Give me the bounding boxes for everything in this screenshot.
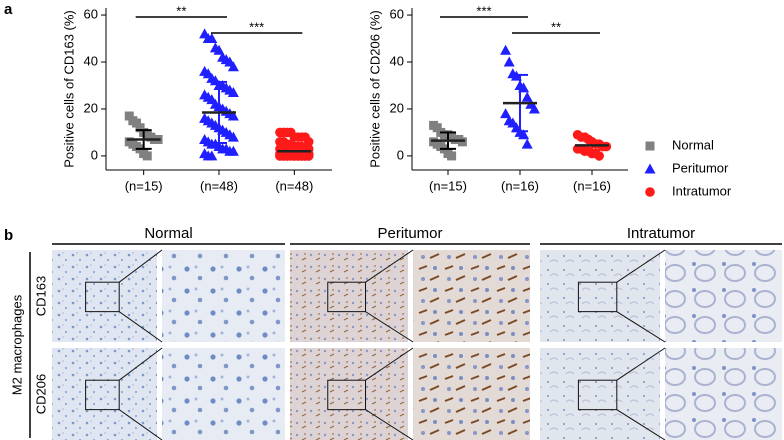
data-point (213, 44, 225, 55)
x-tick-label: (n=48) (200, 178, 238, 193)
zoom-line (118, 249, 163, 283)
y-tick-label: 60 (390, 6, 404, 21)
micrograph-zoom (665, 250, 782, 342)
data-point (206, 33, 218, 44)
data-point (131, 118, 141, 128)
data-point (303, 151, 314, 161)
legend-marker (644, 163, 656, 174)
zoom-line (616, 409, 666, 440)
legend-marker (645, 187, 655, 197)
micrograph-zoom (413, 348, 530, 440)
x-tick-label: (n=16) (573, 178, 611, 193)
micrograph-zoom (665, 348, 782, 440)
zoom-line (365, 249, 414, 283)
zoom-line (365, 409, 414, 440)
row-group-label: M2 macrophages (9, 294, 24, 395)
y-tick-label: 0 (91, 147, 98, 162)
significance-label: *** (249, 19, 264, 34)
y-axis-label: Positive cells of CD163 (%) (61, 10, 76, 168)
significance-label: *** (476, 3, 491, 18)
data-point (518, 129, 530, 140)
x-tick-label: (n=15) (125, 178, 163, 193)
data-point (500, 44, 512, 55)
y-axis-label: Positive cells of CD206 (%) (367, 10, 382, 168)
data-point (227, 110, 239, 121)
micrograph (290, 250, 408, 342)
data-point (432, 123, 442, 133)
column-header: Normal (144, 225, 192, 242)
zoom-line (365, 311, 414, 343)
zoom-line (365, 347, 414, 381)
data-point (521, 91, 533, 102)
micrograph (540, 348, 660, 440)
data-point (142, 151, 152, 161)
legend-marker (645, 141, 655, 151)
legend-label: Peritumor (672, 160, 729, 175)
data-point (500, 108, 512, 119)
row-label: CD163 (33, 276, 48, 316)
y-tick-label: 0 (397, 147, 404, 162)
histology: Normal Peritumor Intratumor CD163 CD206 M2 ma… (9, 225, 782, 440)
data-point (124, 111, 134, 121)
x-tick-label: (n=16) (501, 178, 539, 193)
micrograph (290, 348, 408, 440)
panel-label: b (4, 227, 13, 244)
significance-label: ** (551, 19, 561, 34)
data-point (521, 138, 533, 149)
micrograph (540, 250, 660, 342)
row-label: CD206 (33, 374, 48, 414)
zoom-box (85, 379, 120, 411)
column-header: Intratumor (627, 225, 695, 242)
zoom-line (616, 249, 666, 283)
zoom-line (118, 409, 163, 440)
data-point (227, 61, 239, 72)
data-point (528, 103, 540, 114)
column-header: Peritumor (377, 225, 442, 242)
x-tick-label: (n=15) (429, 178, 467, 193)
micrograph (52, 348, 157, 440)
data-point (594, 151, 604, 161)
micrograph-zoom (413, 250, 530, 342)
micrograph-zoom (162, 348, 285, 440)
significance-label: ** (176, 3, 186, 18)
micrograph (52, 250, 157, 342)
data-point (206, 150, 218, 161)
micrograph-zoom (162, 250, 285, 342)
y-tick-label: 40 (390, 53, 404, 68)
zoom-line (616, 311, 666, 343)
zoom-box (577, 379, 618, 411)
y-tick-label: 20 (390, 100, 404, 115)
data-point (135, 123, 145, 133)
legend-label: Normal (672, 137, 714, 152)
data-point (503, 56, 515, 67)
data-point (282, 151, 292, 161)
zoom-line (118, 311, 163, 343)
x-tick-label: (n=48) (275, 178, 313, 193)
zoom-box (85, 281, 120, 313)
y-tick-label: 60 (84, 6, 98, 21)
zoom-box (577, 281, 618, 313)
data-point (447, 151, 457, 161)
zoom-line (118, 347, 163, 381)
data-point (227, 87, 239, 98)
charts: Positive cells of CD163 (%) 0 20 40 60 (n=15)… (61, 3, 731, 198)
data-point (227, 145, 239, 156)
legend-label: Intratumor (672, 183, 732, 198)
y-tick-label: 20 (84, 100, 98, 115)
zoom-box (327, 379, 367, 411)
zoom-box (327, 281, 367, 313)
y-tick-label: 40 (84, 53, 98, 68)
data-point (227, 131, 239, 142)
zoom-line (616, 347, 666, 381)
panel-label: a (4, 1, 13, 18)
